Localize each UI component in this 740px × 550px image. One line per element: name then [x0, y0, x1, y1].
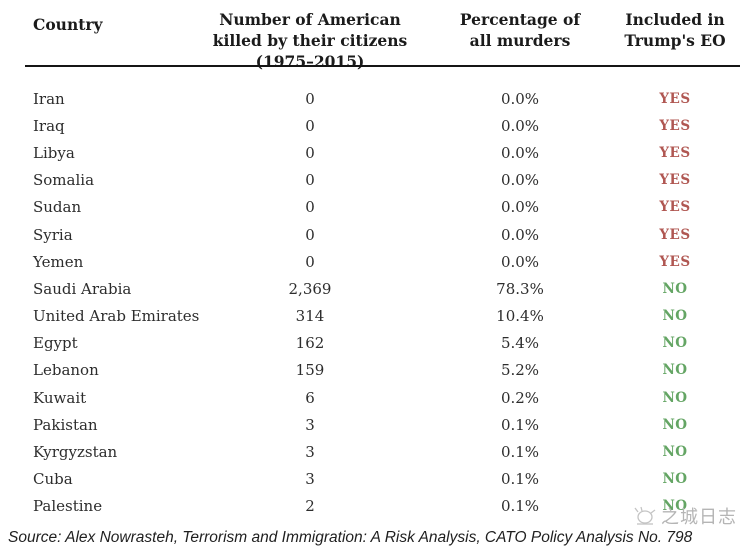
eo-status-cell: YES — [659, 90, 691, 107]
table-row: United Arab Emirates 314 10.4% NO — [0, 303, 740, 330]
table-row: Pakistan 3 0.1% NO — [0, 411, 740, 438]
header-divider — [25, 65, 740, 67]
eo-status-cell: NO — [662, 335, 688, 352]
murder-pct-cell: 0.2% — [500, 388, 540, 407]
killed-count-cell: 0 — [305, 198, 315, 217]
country-cell: Egypt — [33, 334, 78, 353]
murder-pct-cell: 78.3% — [496, 279, 544, 298]
country-cell: Lebanon — [33, 361, 99, 380]
killed-count-cell: 159 — [295, 361, 325, 380]
eo-status-cell: NO — [662, 471, 688, 488]
eo-status-cell: NO — [662, 280, 688, 297]
killed-count-cell: 314 — [295, 307, 325, 326]
eo-status-cell: NO — [662, 416, 688, 433]
killed-count-cell: 6 — [305, 388, 315, 407]
killed-count-cell: 0 — [305, 116, 315, 135]
table-row: Kyrgyzstan 3 0.1% NO — [0, 438, 740, 465]
killed-count-cell: 0 — [305, 225, 315, 244]
table-body: Iran 0 0.0% YES Iraq 0 0.0% YES Libya 0 0.0% YES Som… — [0, 85, 740, 520]
country-cell: Pakistan — [33, 415, 98, 434]
eo-status-cell: YES — [659, 199, 691, 216]
country-cell: Cuba — [33, 470, 73, 489]
killed-count-cell: 0 — [305, 89, 315, 108]
table-row: Saudi Arabia 2,369 78.3% NO — [0, 275, 740, 302]
eo-status-cell: YES — [659, 172, 691, 189]
country-cell: Iran — [33, 89, 65, 108]
country-cell: United Arab Emirates — [33, 307, 200, 326]
murder-pct-cell: 0.0% — [500, 252, 540, 271]
table-row: Sudan 0 0.0% YES — [0, 194, 740, 221]
murder-pct-cell: 0.1% — [500, 415, 540, 434]
murder-pct-cell: 0.0% — [500, 143, 540, 162]
table-row: Iraq 0 0.0% YES — [0, 112, 740, 139]
country-cell: Syria — [33, 225, 73, 244]
country-cell: Somalia — [33, 171, 95, 190]
killed-count-cell: 0 — [305, 143, 315, 162]
table-row: Palestine 2 0.1% NO — [0, 493, 740, 520]
table-row: Kuwait 6 0.2% NO — [0, 384, 740, 411]
eo-status-cell: NO — [662, 308, 688, 325]
country-cell: Iraq — [33, 116, 65, 135]
watermark-text: 之城日志 — [661, 507, 737, 527]
murder-pct-cell: 0.1% — [500, 497, 540, 516]
col-header-killed-count: Number of American killed by their citiz… — [212, 10, 408, 71]
country-cell: Yemen — [33, 252, 84, 271]
killed-count-cell: 162 — [295, 334, 325, 353]
killed-count-cell: 2 — [305, 497, 315, 516]
murder-pct-cell: 0.0% — [500, 171, 540, 190]
col-header-murder-percentage: Percentage of all murders — [459, 10, 581, 50]
country-cell: Sudan — [33, 198, 82, 217]
eo-status-cell: YES — [659, 117, 691, 134]
murder-pct-cell: 0.0% — [500, 198, 540, 217]
country-cell: Palestine — [33, 497, 103, 516]
eo-status-cell: YES — [659, 226, 691, 243]
table-row: Yemen 0 0.0% YES — [0, 248, 740, 275]
murder-pct-cell: 5.2% — [500, 361, 540, 380]
killed-count-cell: 3 — [305, 415, 315, 434]
col-header-country: Country — [33, 15, 103, 34]
table-row: Somalia 0 0.0% YES — [0, 167, 740, 194]
eo-status-cell: NO — [662, 389, 688, 406]
country-cell: Kuwait — [33, 388, 87, 407]
table-header-row: Country Number of American killed by the… — [0, 0, 740, 72]
murder-pct-cell: 0.1% — [500, 443, 540, 462]
killed-count-cell: 2,369 — [288, 279, 332, 298]
eo-status-cell: NO — [662, 444, 688, 461]
murder-pct-cell: 0.0% — [500, 116, 540, 135]
eo-status-cell: YES — [659, 144, 691, 161]
eo-status-cell: YES — [659, 253, 691, 270]
country-cell: Saudi Arabia — [33, 279, 132, 298]
source-citation: Source: Alex Nowrasteh, Terrorism and Im… — [8, 529, 693, 546]
eo-status-cell: NO — [662, 498, 688, 515]
table-row: Libya 0 0.0% YES — [0, 139, 740, 166]
country-cell: Kyrgyzstan — [33, 443, 118, 462]
table-row: Iran 0 0.0% YES — [0, 85, 740, 112]
col-header-trump-eo: Included in Trump's EO — [624, 10, 726, 50]
murder-pct-cell: 10.4% — [496, 307, 544, 326]
murder-pct-cell: 0.0% — [500, 225, 540, 244]
murder-pct-cell: 0.0% — [500, 89, 540, 108]
country-cell: Libya — [33, 143, 75, 162]
eo-status-cell: NO — [662, 362, 688, 379]
killed-count-cell: 0 — [305, 171, 315, 190]
watermark-logo-icon — [634, 506, 656, 525]
table-row: Egypt 162 5.4% NO — [0, 330, 740, 357]
killed-count-cell: 3 — [305, 443, 315, 462]
killed-count-cell: 0 — [305, 252, 315, 271]
table-row: Lebanon 159 5.2% NO — [0, 357, 740, 384]
watermark: 之城日志 — [632, 503, 737, 529]
murder-pct-cell: 5.4% — [500, 334, 540, 353]
murder-pct-cell: 0.1% — [500, 470, 540, 489]
killed-count-cell: 3 — [305, 470, 315, 489]
table-row: Cuba 3 0.1% NO — [0, 466, 740, 493]
table-row: Syria 0 0.0% YES — [0, 221, 740, 248]
